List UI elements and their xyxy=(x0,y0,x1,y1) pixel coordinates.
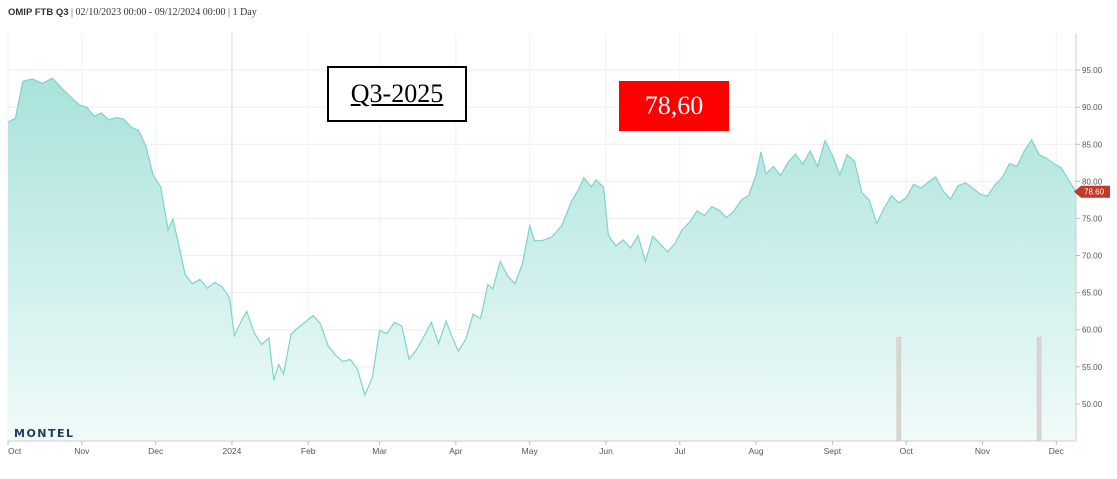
volume-bar xyxy=(1036,336,1042,442)
product-label: Q3-2025 xyxy=(327,66,467,122)
last-price-tag xyxy=(1074,185,1110,198)
chart-header: OMIP FTB Q3 | 02/10/2023 00:00 - 09/12/2… xyxy=(8,7,257,18)
y-tick-label: 80.00 xyxy=(1082,177,1103,186)
y-tick-label: 70.00 xyxy=(1082,252,1103,261)
x-tick-label: Mar xyxy=(372,446,387,456)
x-tick-label: Nov xyxy=(74,446,90,456)
x-tick-label: Aug xyxy=(749,446,764,456)
y-tick-label: 55.00 xyxy=(1082,363,1103,372)
last-price-label: 78.60 xyxy=(1084,188,1105,197)
last-price-marker: 78.60 xyxy=(1074,185,1110,198)
chart-area xyxy=(7,77,1077,442)
x-tick-label: Apr xyxy=(449,446,462,456)
y-tick-label: 50.00 xyxy=(1082,400,1103,409)
separator: | xyxy=(71,7,74,18)
price-series-line xyxy=(7,77,1077,397)
montel-logo: MONTEL xyxy=(14,427,75,440)
x-tick-label: Jul xyxy=(674,446,685,456)
x-tick-label: Sept xyxy=(824,446,842,456)
x-tick-label: Dec xyxy=(1049,446,1065,456)
x-tick-label: Feb xyxy=(301,446,316,456)
price-label: 78,60 xyxy=(619,81,729,131)
y-tick-label: 95.00 xyxy=(1082,66,1103,75)
y-tick-label: 60.00 xyxy=(1082,326,1103,335)
date-range: 02/10/2023 00:00 - 09/12/2024 00:00 xyxy=(75,7,226,18)
x-tick-label: Dec xyxy=(148,446,164,456)
y-tick-label: 65.00 xyxy=(1082,289,1103,298)
volume-bar xyxy=(896,336,902,442)
x-tick-label: 2024 xyxy=(222,446,241,456)
x-tick-label: Nov xyxy=(975,446,991,456)
x-tick-label: May xyxy=(522,446,539,456)
y-tick-label: 75.00 xyxy=(1082,214,1103,223)
y-tick-label: 90.00 xyxy=(1082,103,1103,112)
symbol-label: OMIP FTB Q3 xyxy=(8,7,69,18)
x-tick-label: Oct xyxy=(8,446,22,456)
area-fill xyxy=(8,78,1076,442)
x-tick-label: Jun xyxy=(599,446,613,456)
y-tick-label: 85.00 xyxy=(1082,140,1103,149)
x-axis: Oct Nov Dec 2024 Feb Mar Apr May Jun Jul Aug Sept Oc… xyxy=(7,440,1076,456)
interval-label: 1 Day xyxy=(232,7,257,18)
y-axis: 95.00 90.00 85.00 80.00 75.00 70.00 65.00 60.00… xyxy=(1075,33,1103,441)
separator: | xyxy=(228,7,231,18)
x-tick-label: Oct xyxy=(900,446,914,456)
